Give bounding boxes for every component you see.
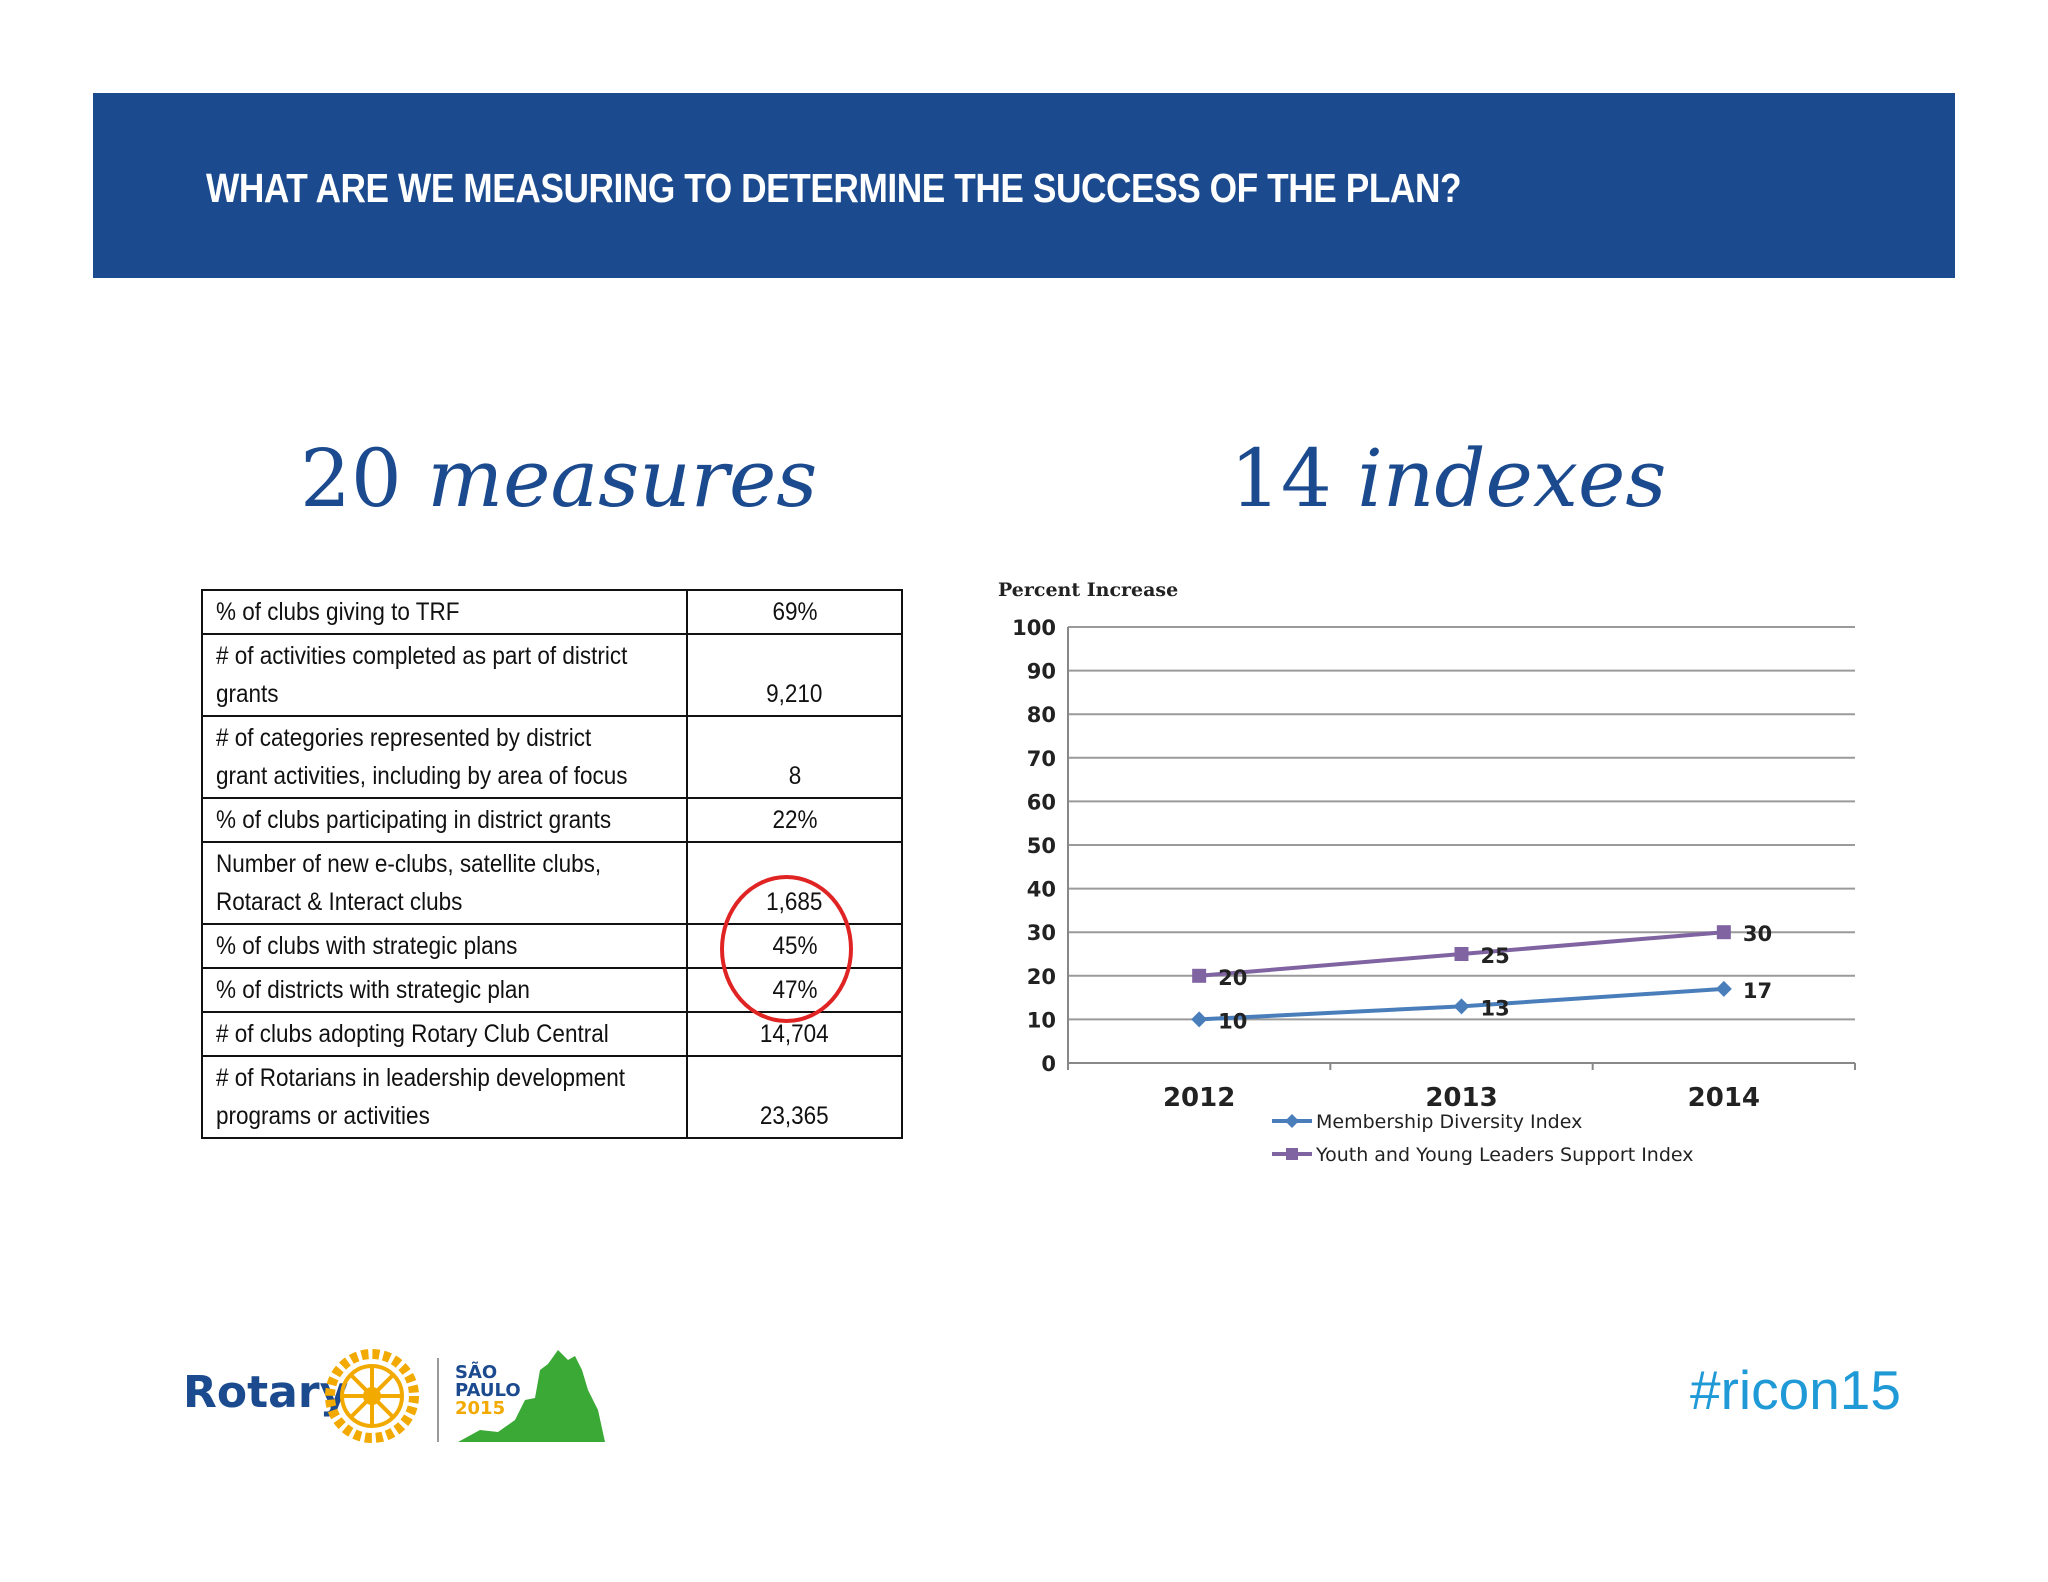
table-row: # of activities completed as part of dis… xyxy=(200,633,903,717)
measure-value: 22% xyxy=(686,797,903,843)
y-tick-label: 100 xyxy=(1012,616,1056,640)
y-tick-label: 30 xyxy=(1027,921,1056,945)
measure-value: 9,210 xyxy=(686,633,903,717)
measure-label: % of clubs participating in district gra… xyxy=(200,797,689,843)
measure-value-text: 9,210 xyxy=(766,680,823,708)
measure-label-line: # of activities completed as part of dis… xyxy=(216,642,628,670)
measure-label: # of categories represented by district g… xyxy=(200,715,689,799)
y-tick-label: 60 xyxy=(1027,790,1056,814)
data-point-square xyxy=(1716,925,1731,940)
measure-label-line: grant activities, including by area of f… xyxy=(216,762,628,790)
event-city-line-2: PAULO xyxy=(455,1380,521,1401)
legend-label: Youth and Young Leaders Support Index xyxy=(1315,1144,1694,1166)
event-city-line-1: SÃO xyxy=(455,1360,497,1383)
indexes-heading: 14 indexes xyxy=(1230,432,1666,525)
measure-value: 8 xyxy=(686,715,903,799)
data-point-diamond xyxy=(1191,1011,1208,1028)
measure-label: % of districts with strategic plan xyxy=(200,967,689,1013)
event-year: 2015 xyxy=(455,1398,505,1419)
legend-marker xyxy=(1286,1148,1298,1160)
data-point-square xyxy=(1192,968,1207,983)
measure-label: # of activities completed as part of dis… xyxy=(200,633,689,717)
sao-paulo-skyline-icon xyxy=(458,1350,605,1442)
data-point-diamond xyxy=(1453,998,1470,1015)
measure-label: % of clubs with strategic plans xyxy=(200,923,689,969)
measure-label-line: Number of new e-clubs, satellite clubs, xyxy=(216,850,602,878)
x-tick-label: 2012 xyxy=(1163,1083,1235,1113)
measure-value: 23,365 xyxy=(686,1055,903,1139)
data-point-diamond xyxy=(1715,980,1732,997)
measure-label-line: programs or activities xyxy=(216,1102,430,1130)
rotary-wordmark: Rotary xyxy=(183,1367,348,1418)
data-label: 17 xyxy=(1743,979,1772,1003)
measure-value-text: 14,704 xyxy=(760,1020,830,1048)
data-label: 30 xyxy=(1743,922,1772,946)
data-label: 10 xyxy=(1218,1009,1247,1033)
y-tick-label: 0 xyxy=(1041,1052,1056,1076)
measures-count: 20 xyxy=(300,432,402,525)
table-row: # of clubs adopting Rotary Club Central 1… xyxy=(200,1011,903,1057)
table-row: # of Rotarians in leadership development… xyxy=(200,1055,903,1139)
measure-label-line: % of clubs participating in district gra… xyxy=(216,806,612,834)
measure-label-line: % of clubs giving to TRF xyxy=(216,598,460,626)
highlight-circle-annotation xyxy=(720,875,853,1023)
title-banner: WHAT ARE WE MEASURING TO DETERMINE THE S… xyxy=(93,93,1955,278)
y-tick-label: 80 xyxy=(1027,703,1056,727)
measures-heading: 20 measures xyxy=(300,432,817,525)
chart-title: Percent Increase xyxy=(998,579,1178,601)
table-row: # of categories represented by district g… xyxy=(200,715,903,799)
data-label: 20 xyxy=(1218,966,1247,990)
y-tick-label: 90 xyxy=(1027,660,1056,684)
measure-label-line: % of districts with strategic plan xyxy=(216,976,530,1004)
x-tick-label: 2013 xyxy=(1425,1083,1497,1113)
data-label: 25 xyxy=(1481,944,1510,968)
data-label: 13 xyxy=(1481,996,1510,1020)
y-tick-label: 70 xyxy=(1027,747,1056,771)
measure-label-line: % of clubs with strategic plans xyxy=(216,932,518,960)
measure-label: Number of new e-clubs, satellite clubs, R… xyxy=(200,841,689,925)
rotary-wheel-icon xyxy=(325,1349,419,1443)
measure-label: # of Rotarians in leadership development… xyxy=(200,1055,689,1139)
measure-value: 69% xyxy=(686,589,903,635)
measure-value-text: 22% xyxy=(772,806,818,834)
measure-label: % of clubs giving to TRF xyxy=(200,589,689,635)
measure-label-line: grants xyxy=(216,680,279,708)
measure-label-line: # of categories represented by district xyxy=(216,724,592,752)
measure-label-line: # of Rotarians in leadership development xyxy=(216,1064,626,1092)
y-tick-label: 40 xyxy=(1027,878,1056,902)
measures-word: measures xyxy=(427,432,818,525)
indexes-count: 14 xyxy=(1230,432,1332,525)
indexes-line-chart: Percent Increase 0 10 20 30 40 50 60 70 80 90 100 20… xyxy=(998,579,1856,1166)
table-row: % of clubs giving to TRF 69% xyxy=(200,589,903,635)
event-hashtag: #ricon15 xyxy=(1690,1359,1901,1421)
measure-label-line: Rotaract & Interact clubs xyxy=(216,888,463,916)
y-tick-label: 20 xyxy=(1027,965,1056,989)
legend-marker xyxy=(1285,1114,1299,1128)
y-tick-label: 10 xyxy=(1027,1008,1056,1032)
measure-value-text: 8 xyxy=(788,762,801,790)
legend-label: Membership Diversity Index xyxy=(1316,1111,1582,1133)
data-point-square xyxy=(1454,947,1469,961)
table-row: % of clubs participating in district gra… xyxy=(200,797,903,843)
indexes-word: indexes xyxy=(1357,432,1667,525)
measures-table: % of clubs giving to TRF 69% # of activiti… xyxy=(200,589,903,1139)
y-tick-label: 50 xyxy=(1027,834,1056,858)
measure-label-line: # of clubs adopting Rotary Club Central xyxy=(216,1020,609,1048)
measure-value-text: 69% xyxy=(772,598,818,626)
rotary-sao-paulo-logo: Rotary SÃO PAULO 2015 xyxy=(183,1349,605,1443)
x-tick-label: 2014 xyxy=(1688,1083,1760,1113)
measure-label: # of clubs adopting Rotary Club Central xyxy=(200,1011,689,1057)
slide-title: WHAT ARE WE MEASURING TO DETERMINE THE S… xyxy=(206,165,1462,211)
measure-value-text: 23,365 xyxy=(760,1102,830,1130)
